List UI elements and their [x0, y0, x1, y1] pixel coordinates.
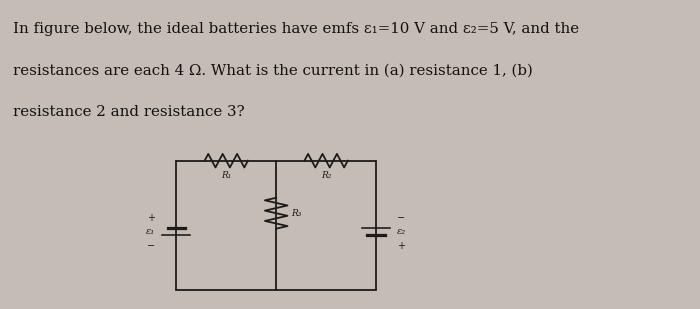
Text: −: −	[147, 241, 155, 251]
Text: −: −	[398, 213, 405, 222]
Text: +: +	[398, 241, 405, 251]
Text: R₂: R₂	[321, 171, 331, 180]
Text: R₃: R₃	[290, 209, 301, 218]
Text: +: +	[147, 213, 155, 222]
Text: R₁: R₁	[221, 171, 232, 180]
Text: resistances are each 4 Ω. What is the current in (a) resistance 1, (b): resistances are each 4 Ω. What is the cu…	[13, 63, 533, 77]
Text: In figure below, the ideal batteries have emfs ε₁=10 V and ε₂=5 V, and the: In figure below, the ideal batteries hav…	[13, 22, 580, 36]
Text: resistance 2 and resistance 3?: resistance 2 and resistance 3?	[13, 105, 245, 119]
Text: ε₁: ε₁	[146, 227, 155, 236]
Text: ε₂: ε₂	[398, 227, 407, 236]
